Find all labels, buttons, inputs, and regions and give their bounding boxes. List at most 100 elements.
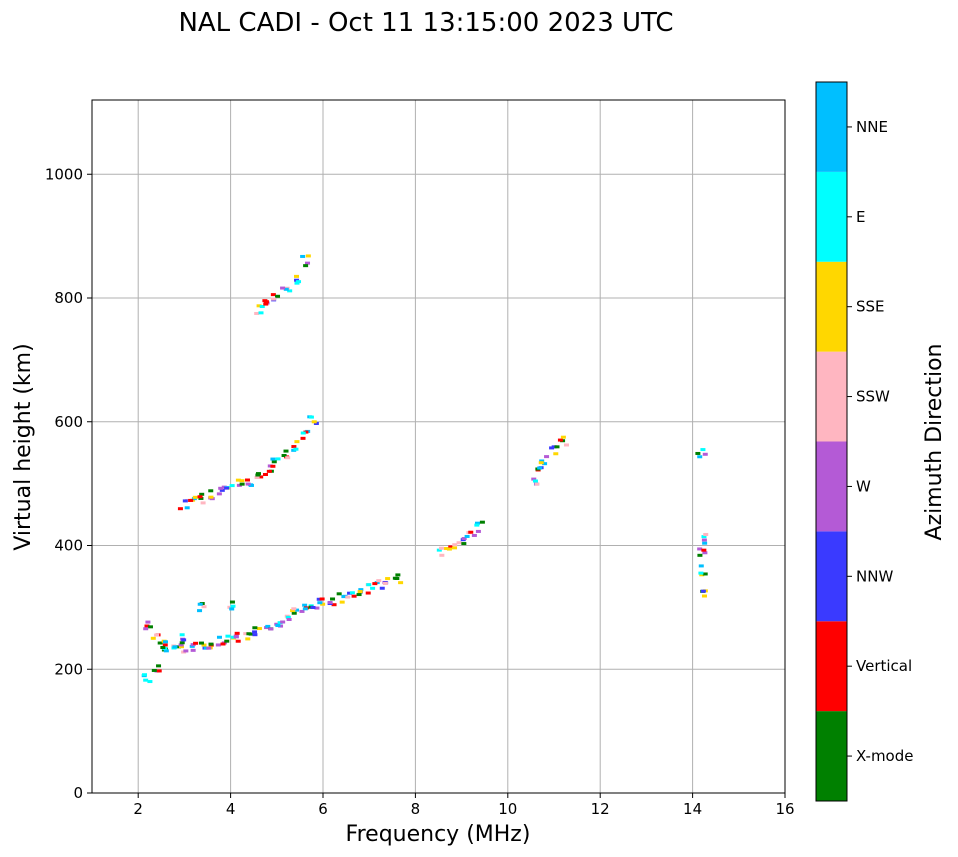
echo-point [283,287,289,291]
echo-point [143,678,149,682]
echo-point [199,492,205,496]
echo-point [219,488,225,492]
echo-point [154,633,160,637]
echo-point [538,461,544,465]
echo-point [203,646,209,650]
echo-point [701,594,707,598]
echo-point [270,293,276,297]
echo-point [305,254,311,258]
echo-point [395,573,401,577]
echo-point [382,581,388,585]
echo-point [392,576,398,580]
echo-point [229,607,235,611]
echo-point [308,415,314,419]
colorbar-border [815,81,848,802]
x-tick-label: 8 [411,800,421,818]
colorbar-segment [816,82,847,172]
echo-point [474,523,480,527]
echo-point [197,602,203,606]
echo-point [317,601,323,605]
echo-point [438,546,444,550]
y-tick-label: 1000 [45,165,83,183]
colorbar-tick-label: Vertical [856,657,912,675]
echo-point [314,606,320,610]
echo-point [224,486,230,490]
echo-point [198,496,204,500]
echo-point [275,294,281,298]
echo-point [206,646,212,650]
echo-point [278,624,284,628]
echo-point [299,609,305,613]
echo-point [703,532,709,536]
colorbar-segment [816,441,847,532]
echo-point [142,673,148,677]
echo-point [444,547,450,551]
echo-point [270,464,276,468]
echo-point [479,520,485,524]
echo-point [294,274,300,278]
echo-point [229,484,235,488]
echo-point [697,553,703,557]
echo-point [230,604,236,608]
echo-point [189,644,195,648]
x-tick-label: 10 [498,800,517,818]
echo-point [452,543,458,547]
echo-point [357,590,363,594]
echo-point [475,521,481,525]
echo-point [475,529,481,533]
echo-point [193,641,199,645]
echo-point [461,542,467,546]
echo-point [294,281,300,285]
echo-point [220,642,226,646]
x-tick-label: 14 [683,800,702,818]
echo-point [150,636,156,640]
echo-point [300,436,306,440]
azimuth-colorbar: X-mode Vertical NNW W SSW SSE E NNE [815,81,913,802]
echo-point [531,477,537,481]
chart-title: NAL CADI - Oct 11 13:15:00 2023 UTC [178,8,673,38]
echo-point [695,451,701,455]
echo-point [147,625,153,629]
echo-point [224,639,230,643]
y-tick-label: 600 [54,413,83,431]
echo-point [157,641,163,645]
echo-point [281,454,287,458]
y-tick-label: 800 [54,289,83,307]
echo-point [316,597,322,601]
echo-point [188,498,194,502]
echo-point [366,583,372,587]
colorbar-segment [816,171,847,262]
echo-point [336,592,342,596]
echo-point [532,479,538,483]
echo-point [198,641,204,645]
echo-point [239,479,245,483]
echo-point [701,538,707,542]
echo-point [184,506,190,510]
echo-point [244,478,250,482]
echo-point [256,304,262,308]
echo-point [227,605,233,609]
echo-point [200,501,206,505]
echo-point [192,495,198,499]
echo-point [544,455,550,459]
echo-point [235,639,241,643]
echo-point [197,609,203,613]
echo-point [256,627,262,631]
echo-point [245,637,251,641]
echo-point [471,533,477,537]
echo-point [291,445,297,449]
echo-point [201,643,207,647]
echo-point [319,597,325,601]
echo-point [698,571,704,575]
echo-point [179,633,185,637]
echo-point [280,286,286,290]
echo-point [143,627,149,631]
echo-point [370,586,376,590]
echo-point [331,603,337,607]
echo-point [303,430,309,434]
echo-point [178,643,184,647]
echo-point [156,669,162,673]
echo-point [291,607,297,611]
echo-point [330,597,336,601]
colorbar-segment [816,531,847,622]
